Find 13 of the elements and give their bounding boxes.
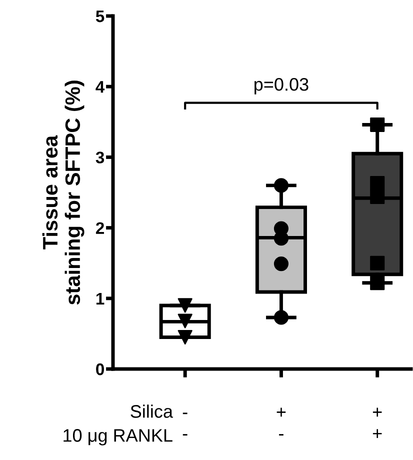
text: 10 μg RANKL	[64, 429, 172, 446]
y-tick-label: 4	[96, 81, 105, 93]
y-tick-label: 2	[96, 222, 104, 234]
y-tick-label: 3	[96, 152, 104, 164]
x-tick-label: - -	[182, 412, 188, 436]
x-tick-label: + -	[276, 408, 286, 436]
y-axis-title: Tissue area staining for SFTPC (%)	[42, 80, 84, 305]
x-tick-label: + +	[372, 408, 382, 438]
annotation: p=0.03	[254, 78, 308, 94]
y-tick-label: 1	[96, 292, 104, 304]
y-tick-label: 0	[96, 363, 104, 376]
y-tick-label: 5	[96, 10, 104, 22]
text: Silica	[130, 404, 173, 418]
